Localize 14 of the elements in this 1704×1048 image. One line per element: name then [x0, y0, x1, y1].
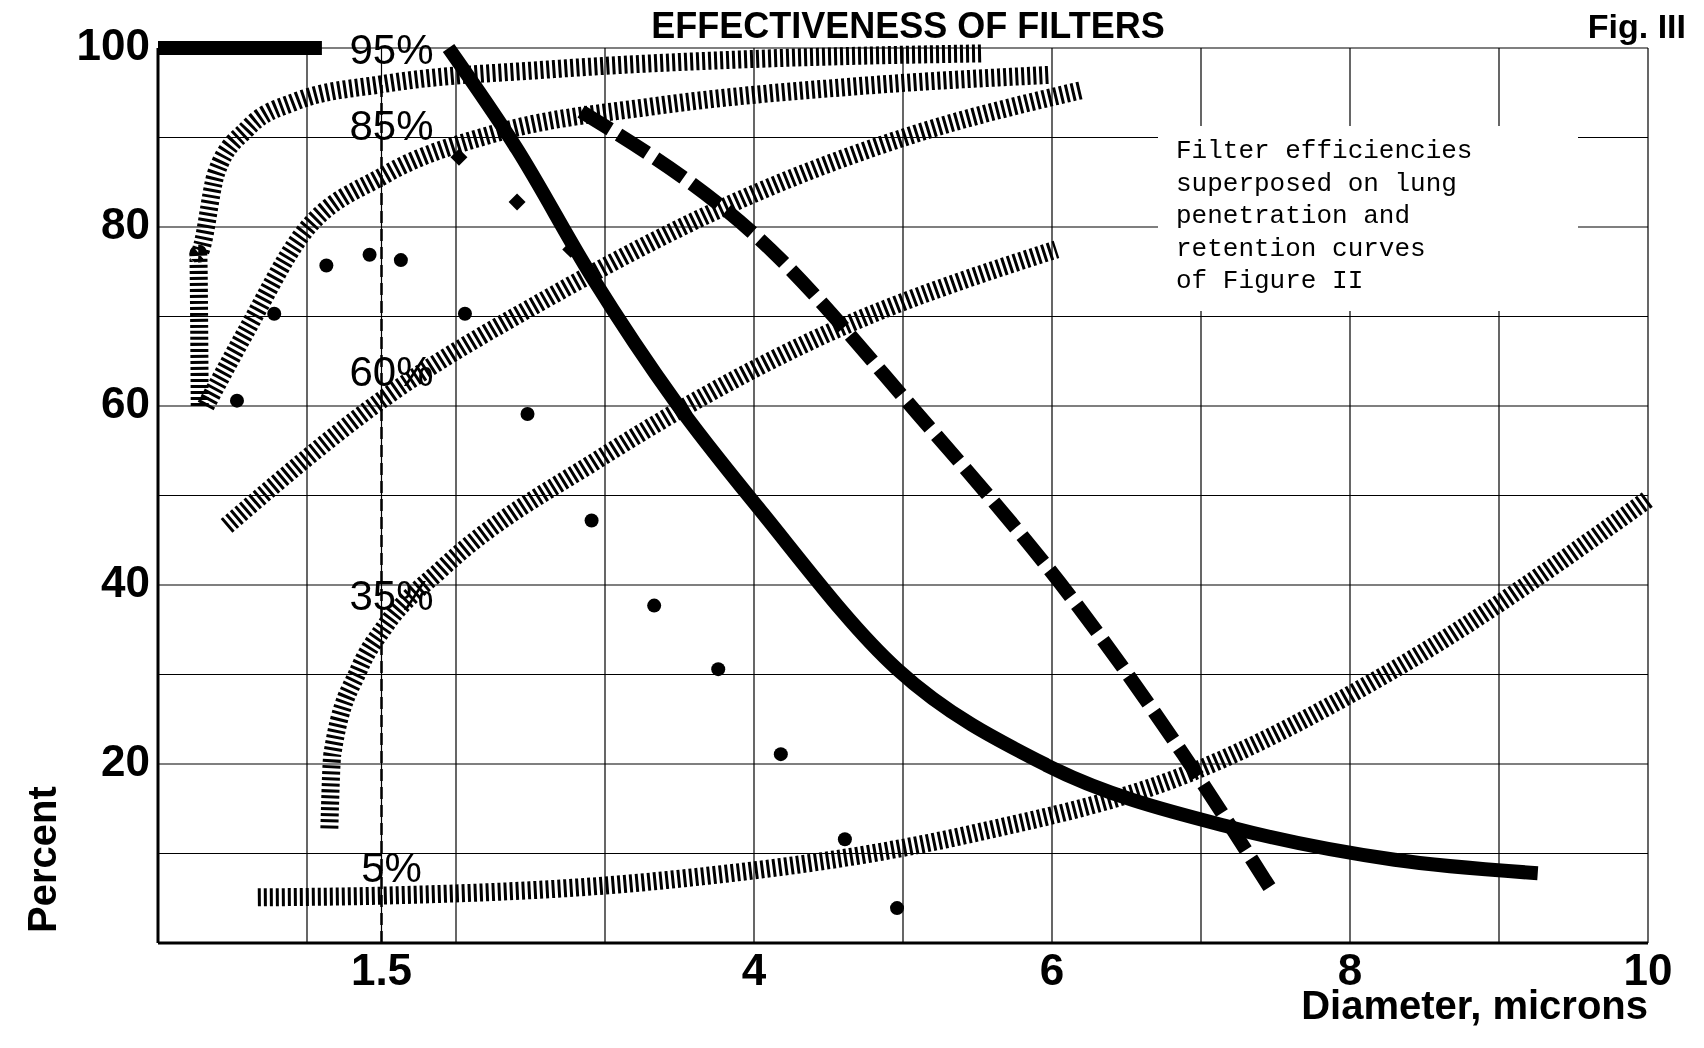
y-tick-label: 40: [101, 556, 150, 606]
chart-title: EFFECTIVENESS OF FILTERS: [651, 5, 1165, 46]
y-tick-label: 60: [101, 377, 150, 427]
y-tick-label: 100: [76, 19, 150, 69]
annotation: Filter efficiencies superposed on lung penetration and retention curves of Figure II: [1176, 136, 1473, 296]
x-tick-label: 4: [741, 945, 767, 994]
x-tick-label: 1.5: [350, 945, 413, 994]
x-tick-label: 6: [1039, 945, 1065, 994]
x-tick-label: 10: [1623, 945, 1673, 994]
annotation: 95%: [349, 25, 434, 73]
y-tick-label: 80: [101, 198, 150, 248]
y-tick-label: 20: [101, 735, 150, 785]
text: Fig. III: [1587, 7, 1686, 45]
y-axis-title: Percent: [20, 786, 64, 933]
